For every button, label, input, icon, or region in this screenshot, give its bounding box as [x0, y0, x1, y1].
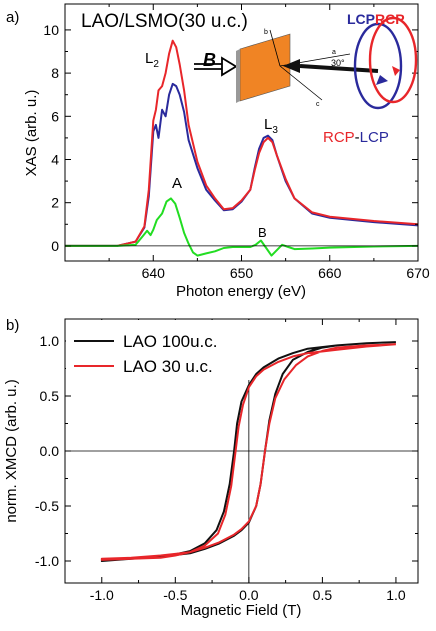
field-label: B	[203, 50, 216, 70]
experiment-schematic: B b a c 30°	[194, 11, 418, 146]
panel-b-xtick-label: 0.0	[239, 587, 259, 603]
panel-a-xtick-label: 650	[230, 265, 254, 281]
panel-a: a) 640 650 660 670 0 2 4 6 8 10 LAO/LSMO(30 u.c.)…	[6, 3, 430, 300]
panel-b-ytick-label: -1.0	[35, 553, 59, 569]
panel-a-xtick-label: 640	[142, 265, 166, 281]
polarization-circles	[353, 16, 418, 110]
panel-b-label: b)	[6, 317, 19, 334]
rcp-line	[64, 39, 419, 247]
panel-a-xtick-label: 660	[318, 265, 342, 281]
lao100-loop	[100, 341, 396, 562]
panel-a-title: LAO/LSMO(30 u.c.)	[81, 11, 248, 32]
lcp-line	[64, 82, 419, 247]
panel-b-ylabel: norm. XMCD (arb. u.)	[3, 379, 20, 522]
panel-b-ytick-label: -0.5	[35, 498, 59, 514]
panel-a-xlabel: Photon energy (eV)	[176, 283, 306, 300]
panel-b-xtick-label: 1.0	[386, 587, 406, 603]
axis-c-label: c	[316, 101, 320, 108]
legend-label-lao30: LAO 30 u.c.	[123, 357, 213, 376]
l3-label: L3	[264, 116, 278, 136]
field-arrow	[194, 56, 238, 77]
peak-a-label: A	[172, 175, 182, 192]
lao30-loop	[100, 343, 396, 561]
panel-a-ytick-label: 2	[51, 195, 59, 211]
legend: LAO 100u.c. LAO 30 u.c.	[66, 320, 250, 380]
lcp-label: LCP	[347, 11, 375, 27]
panel-b-xtick-label: -0.5	[163, 587, 187, 603]
angle-label: 30°	[331, 58, 345, 68]
legend-label-lao100: LAO 100u.c.	[123, 332, 218, 351]
sample-block	[236, 33, 291, 103]
panel-b-ytick-label: 0.5	[40, 388, 60, 404]
panel-a-ytick-label: 4	[51, 151, 59, 167]
rcp-label: RCP	[375, 11, 405, 27]
panel-a-ytick-label: 0	[51, 238, 59, 254]
panel-a-ylabel: XAS (arb. u.)	[23, 90, 40, 177]
difference-line	[65, 197, 419, 257]
panel-a-label: a)	[6, 9, 19, 26]
panel-b-ytick-label: 1.0	[40, 333, 60, 349]
panel-a-ytick-label: 6	[51, 108, 59, 124]
beam-arrow	[283, 59, 379, 73]
panel-b-ytick-label: 0.0	[40, 443, 60, 459]
peak-b-label: B	[258, 225, 267, 240]
panel-a-ytick-label: 10	[43, 22, 59, 38]
l2-label: L2	[145, 50, 159, 70]
panel-b-xlabel: Magnetic Field (T)	[181, 602, 302, 619]
difference-label: RCP-LCP	[323, 129, 389, 146]
axis-b-label: b	[264, 29, 268, 36]
panel-a-xtick-label: 670	[406, 265, 430, 281]
panel-b-xtick-label: -1.0	[90, 587, 114, 603]
panel-a-ytick-label: 8	[51, 65, 59, 81]
axis-a-label: a	[332, 49, 336, 56]
panel-b-xtick-label: 0.5	[313, 587, 333, 603]
panel-b: b) -1.0 -0.5 0.0 0.5 1.0 -1.0 -0.5 0.0 0.5 1.0 Ma…	[3, 317, 419, 619]
